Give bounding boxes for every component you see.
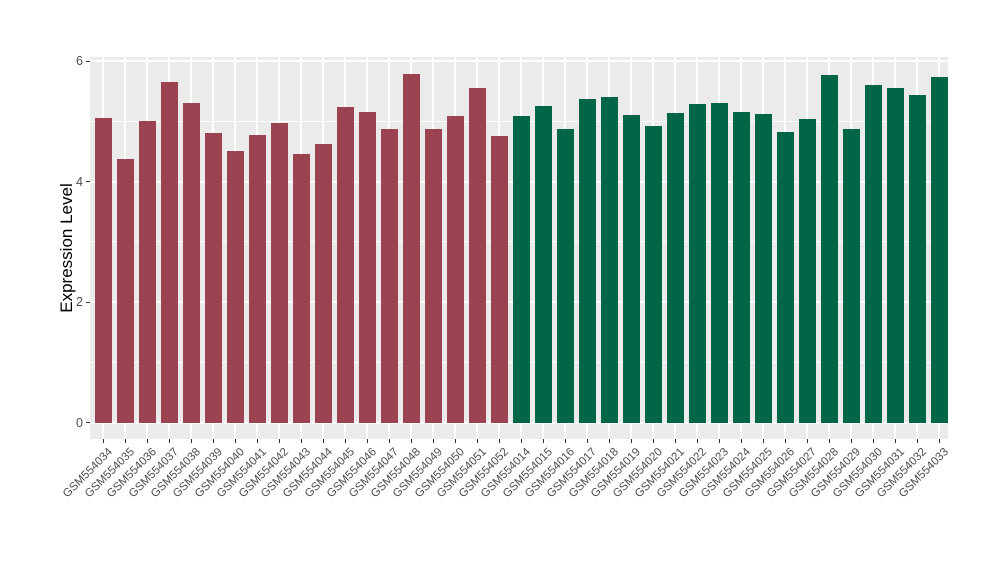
x-tick-mark xyxy=(806,439,808,443)
bar-GSM554019 xyxy=(622,114,640,423)
x-tick-mark xyxy=(762,439,764,443)
y-tick-mark xyxy=(86,181,90,183)
x-tick-mark xyxy=(498,439,500,443)
bar-GSM554037 xyxy=(160,82,178,423)
x-tick-mark xyxy=(520,439,522,443)
bar-GSM554046 xyxy=(358,111,376,423)
x-tick-mark xyxy=(476,439,478,443)
bar-GSM554044 xyxy=(314,143,332,423)
y-tick-mark xyxy=(86,301,90,303)
x-tick-mark xyxy=(432,439,434,443)
x-tick-mark xyxy=(542,439,544,443)
x-tick-mark xyxy=(454,439,456,443)
bar-GSM554018 xyxy=(600,97,618,423)
bar-GSM554030 xyxy=(864,85,882,423)
bar-GSM554021 xyxy=(666,113,684,423)
x-tick-mark xyxy=(102,439,104,443)
x-tick-mark xyxy=(740,439,742,443)
bar-GSM554035 xyxy=(116,159,134,423)
x-tick-mark xyxy=(586,439,588,443)
bar-GSM554028 xyxy=(820,74,838,423)
bar-GSM554033 xyxy=(930,77,948,423)
x-tick-mark xyxy=(784,439,786,443)
gridline-major xyxy=(90,60,948,63)
bar-GSM554038 xyxy=(182,102,200,423)
bar-GSM554015 xyxy=(534,106,552,423)
bar-GSM554034 xyxy=(94,118,112,423)
bar-GSM554040 xyxy=(226,150,244,423)
y-tick-label: 2 xyxy=(76,295,83,310)
x-tick-mark xyxy=(630,439,632,443)
x-tick-mark xyxy=(674,439,676,443)
x-tick-mark xyxy=(410,439,412,443)
x-tick-mark xyxy=(256,439,258,443)
x-tick-mark xyxy=(652,439,654,443)
x-tick-mark xyxy=(916,439,918,443)
bar-GSM554029 xyxy=(842,129,860,423)
x-tick-mark xyxy=(608,439,610,443)
y-tick-label: 0 xyxy=(76,415,83,430)
x-tick-mark xyxy=(322,439,324,443)
bar-GSM554036 xyxy=(138,120,156,423)
plot-panel xyxy=(90,57,948,439)
x-tick-mark xyxy=(718,439,720,443)
x-tick-mark xyxy=(168,439,170,443)
y-axis-title: Expression Level xyxy=(57,183,76,313)
x-tick-mark xyxy=(190,439,192,443)
x-tick-mark xyxy=(366,439,368,443)
x-tick-mark xyxy=(344,439,346,443)
bar-GSM554039 xyxy=(204,132,222,423)
x-tick-mark xyxy=(388,439,390,443)
x-tick-mark xyxy=(938,439,940,443)
y-tick-label: 6 xyxy=(76,54,83,69)
y-tick-label: 4 xyxy=(76,174,83,189)
x-tick-mark xyxy=(234,439,236,443)
bar-GSM554049 xyxy=(424,128,442,423)
gridline-major xyxy=(90,421,948,424)
bar-GSM554022 xyxy=(688,104,706,423)
x-tick-mark xyxy=(300,439,302,443)
bar-GSM554042 xyxy=(270,122,288,423)
y-tick-mark xyxy=(86,60,90,62)
bar-GSM554041 xyxy=(248,134,266,423)
x-tick-mark xyxy=(564,439,566,443)
x-tick-mark xyxy=(696,439,698,443)
bar-GSM554050 xyxy=(446,116,464,423)
bar-GSM554048 xyxy=(402,74,420,423)
bar-GSM554052 xyxy=(490,135,508,423)
x-tick-mark xyxy=(146,439,148,443)
bar-GSM554043 xyxy=(292,153,310,423)
x-tick-mark xyxy=(212,439,214,443)
bar-GSM554017 xyxy=(578,98,596,423)
bar-GSM554027 xyxy=(798,119,816,423)
bar-GSM554032 xyxy=(908,94,926,423)
bar-GSM554023 xyxy=(710,103,728,423)
x-tick-mark xyxy=(278,439,280,443)
bar-GSM554020 xyxy=(644,125,662,423)
bar-GSM554031 xyxy=(886,88,904,423)
bar-GSM554014 xyxy=(512,116,530,423)
x-tick-mark xyxy=(828,439,830,443)
bar-GSM554026 xyxy=(776,132,794,423)
bar-GSM554051 xyxy=(468,87,486,423)
x-tick-mark xyxy=(894,439,896,443)
bar-GSM554047 xyxy=(380,128,398,423)
bar-GSM554016 xyxy=(556,128,574,423)
bar-GSM554024 xyxy=(732,111,750,423)
x-tick-mark xyxy=(124,439,126,443)
x-tick-mark xyxy=(872,439,874,443)
bar-GSM554045 xyxy=(336,106,354,423)
y-tick-mark xyxy=(86,422,90,424)
bar-GSM554025 xyxy=(754,114,772,423)
x-tick-mark xyxy=(850,439,852,443)
